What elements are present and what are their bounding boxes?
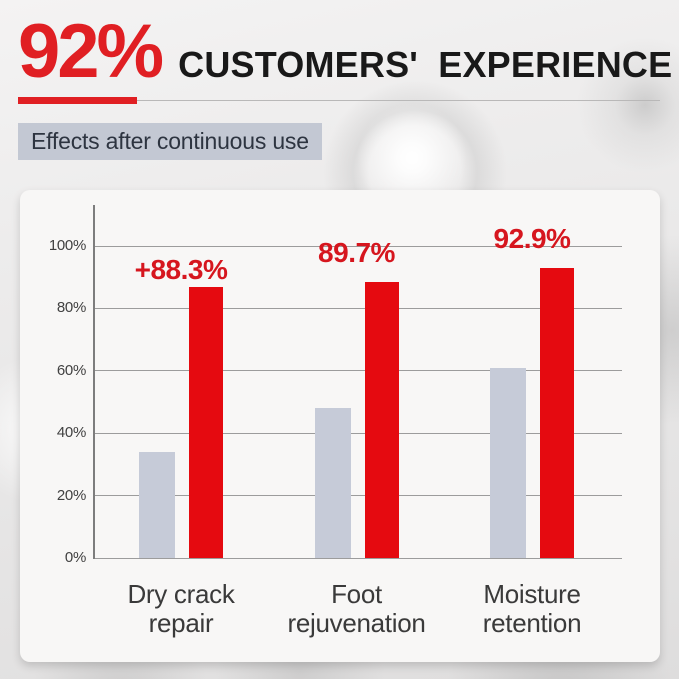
- gray-bar: [314, 408, 351, 558]
- header-divider: [18, 97, 660, 104]
- stat-92-percent: 92%: [18, 9, 164, 94]
- gridline: [94, 307, 622, 309]
- category-label: Dry crack repair: [86, 580, 276, 638]
- category-label: Moisture retention: [437, 580, 627, 638]
- gray-bar: [490, 367, 526, 558]
- red-bar: [189, 286, 223, 558]
- y-tick-label: 60%: [56, 361, 86, 379]
- y-tick-label: 40%: [56, 424, 86, 442]
- gridline: [94, 557, 622, 559]
- thin-rule: [137, 100, 660, 101]
- category-line: Dry crack: [127, 579, 235, 609]
- category-line: repair: [148, 608, 214, 638]
- y-axis-line: [93, 205, 95, 559]
- page-title: CUSTOMERS' EXPERIENCE: [178, 44, 673, 85]
- category-line: rejuvenation: [287, 608, 426, 638]
- y-tick-label: 80%: [56, 299, 86, 317]
- category-line: Foot: [331, 579, 382, 609]
- gridline: [94, 370, 622, 372]
- gridline: [94, 495, 622, 497]
- red-bar: [540, 267, 574, 558]
- bar-value-label: 92.9%: [493, 222, 571, 254]
- red-underline: [18, 97, 137, 104]
- bar-chart: 0% 20% 40% 60% 80% 100% +88.3% Dry crack repair 8…: [20, 190, 660, 662]
- category-line: Moisture: [483, 579, 581, 609]
- header: 92% CUSTOMERS' EXPERIENCE: [18, 9, 672, 94]
- red-bar: [364, 281, 399, 558]
- y-tick-label: 0%: [64, 549, 86, 566]
- y-tick-label: 100%: [48, 237, 86, 254]
- chart-panel: 0% 20% 40% 60% 80% 100% +88.3% Dry crack repair 8…: [20, 190, 660, 662]
- category-line: retention: [482, 608, 582, 638]
- gridline: [94, 245, 622, 247]
- subtitle-badge: Effects after continuous use: [18, 123, 322, 160]
- gridline: [94, 432, 622, 434]
- bar-value-label: +88.3%: [134, 253, 228, 285]
- gray-bar: [139, 451, 175, 558]
- y-tick-label: 20%: [56, 486, 86, 504]
- bar-value-label: 89.7%: [318, 236, 395, 268]
- category-label: Foot rejuvenation: [262, 580, 452, 638]
